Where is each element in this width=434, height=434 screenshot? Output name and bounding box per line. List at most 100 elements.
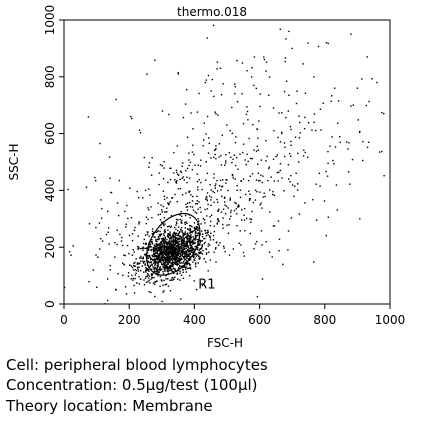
data-point bbox=[184, 231, 186, 233]
data-point bbox=[173, 267, 175, 269]
data-point bbox=[220, 164, 223, 166]
data-point bbox=[197, 223, 199, 226]
data-point bbox=[168, 204, 170, 206]
data-point bbox=[214, 185, 216, 187]
data-point bbox=[206, 37, 208, 39]
data-point bbox=[207, 152, 210, 154]
data-point bbox=[161, 239, 163, 242]
data-point bbox=[207, 229, 209, 232]
data-point bbox=[175, 182, 178, 184]
data-point bbox=[201, 244, 203, 246]
data-point bbox=[163, 211, 166, 213]
data-point bbox=[174, 260, 176, 262]
data-point bbox=[155, 262, 158, 264]
data-point bbox=[362, 159, 364, 162]
data-point bbox=[315, 219, 318, 221]
data-point bbox=[203, 219, 206, 221]
data-point bbox=[222, 227, 224, 229]
data-point bbox=[201, 245, 203, 247]
data-point bbox=[151, 243, 154, 245]
data-point bbox=[101, 240, 104, 242]
data-point bbox=[167, 243, 169, 245]
data-point bbox=[172, 251, 174, 253]
data-point bbox=[171, 244, 173, 246]
data-point bbox=[181, 215, 183, 217]
data-point bbox=[188, 152, 190, 154]
data-point bbox=[178, 257, 180, 260]
data-point bbox=[189, 244, 191, 246]
data-point bbox=[193, 226, 196, 229]
data-point bbox=[158, 245, 160, 247]
data-point bbox=[124, 210, 126, 213]
data-point bbox=[157, 264, 159, 266]
data-point bbox=[170, 251, 172, 254]
data-point bbox=[148, 270, 150, 272]
data-point bbox=[232, 248, 234, 250]
data-point bbox=[188, 239, 190, 241]
data-point bbox=[192, 242, 195, 245]
data-point bbox=[184, 255, 186, 258]
data-point bbox=[273, 130, 275, 132]
data-point bbox=[205, 79, 207, 81]
data-point bbox=[165, 246, 168, 248]
data-point bbox=[201, 230, 203, 232]
data-point bbox=[157, 269, 159, 271]
data-point bbox=[123, 254, 125, 256]
data-point bbox=[183, 237, 185, 239]
data-point bbox=[238, 242, 240, 244]
data-point bbox=[187, 233, 189, 236]
data-point bbox=[144, 234, 147, 236]
data-point bbox=[235, 136, 237, 138]
data-point bbox=[188, 159, 190, 161]
data-point bbox=[268, 76, 271, 78]
data-point bbox=[159, 261, 162, 263]
data-point bbox=[150, 291, 152, 294]
data-point bbox=[161, 110, 164, 112]
x-tick-label: 400 bbox=[183, 313, 206, 327]
data-point bbox=[186, 246, 188, 248]
data-point bbox=[189, 190, 191, 192]
data-point bbox=[155, 247, 158, 250]
data-point bbox=[122, 274, 124, 277]
data-point bbox=[195, 212, 198, 214]
data-point bbox=[101, 207, 103, 210]
data-point bbox=[193, 153, 195, 156]
data-point bbox=[162, 263, 164, 266]
data-point bbox=[179, 214, 181, 216]
data-point bbox=[162, 248, 165, 251]
data-point bbox=[163, 230, 166, 232]
data-point bbox=[184, 258, 187, 261]
data-point bbox=[176, 234, 178, 237]
data-point bbox=[213, 173, 215, 175]
data-point bbox=[186, 253, 188, 255]
data-point bbox=[186, 235, 188, 238]
data-point bbox=[212, 24, 215, 27]
data-point bbox=[193, 242, 196, 245]
data-point bbox=[180, 238, 182, 240]
data-point bbox=[218, 208, 220, 211]
data-point bbox=[351, 158, 354, 161]
data-point bbox=[171, 277, 173, 279]
data-point bbox=[148, 249, 150, 251]
data-point bbox=[99, 142, 101, 145]
data-point bbox=[180, 211, 182, 213]
data-point bbox=[190, 236, 193, 238]
data-point bbox=[127, 217, 129, 220]
data-point bbox=[190, 250, 192, 252]
data-point bbox=[141, 257, 143, 259]
y-tick-label: 400 bbox=[43, 179, 57, 202]
data-point bbox=[210, 232, 212, 234]
data-point bbox=[146, 275, 148, 278]
data-point bbox=[187, 246, 189, 248]
data-point bbox=[117, 273, 119, 275]
data-point bbox=[185, 243, 188, 245]
data-point bbox=[214, 248, 217, 250]
data-point bbox=[144, 253, 147, 255]
data-point bbox=[282, 263, 284, 266]
data-point bbox=[166, 267, 168, 270]
data-point bbox=[221, 185, 224, 187]
data-point bbox=[194, 238, 196, 240]
data-point bbox=[137, 263, 139, 265]
data-point bbox=[177, 269, 180, 272]
